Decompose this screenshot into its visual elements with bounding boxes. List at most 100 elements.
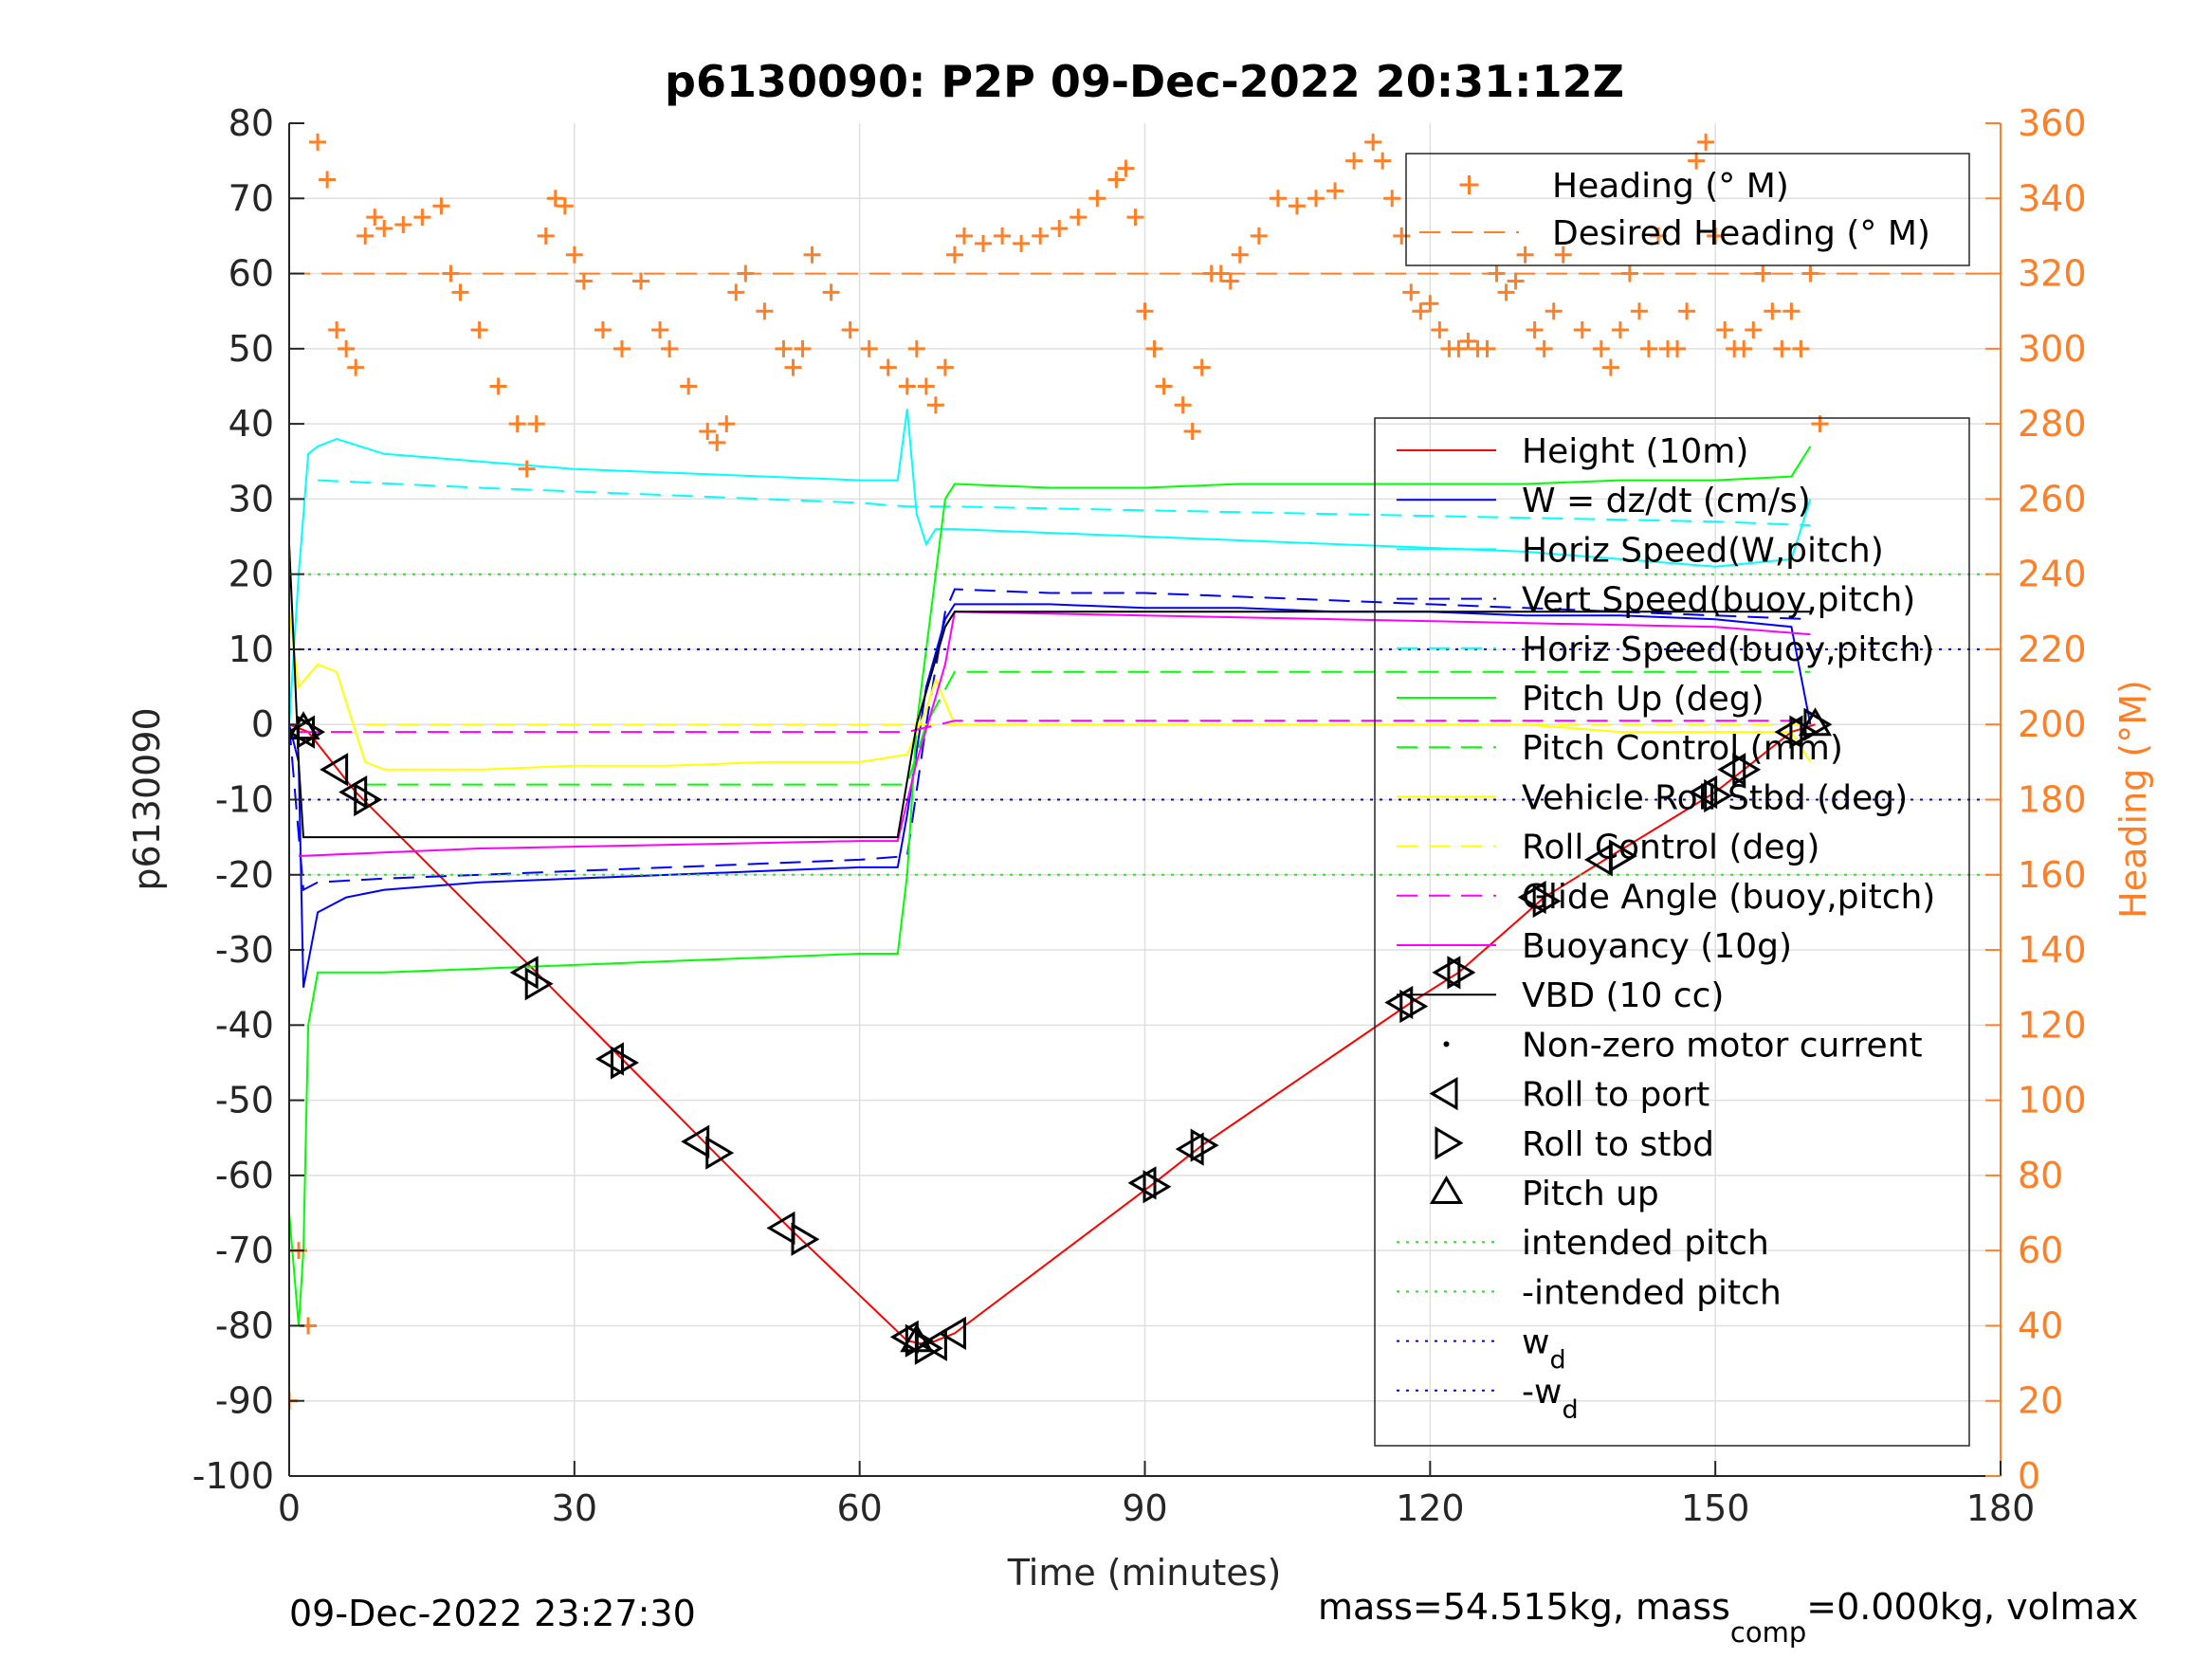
heading-point [784,358,802,376]
heading-point [945,246,963,264]
y-tick-label: -90 [215,1380,274,1422]
y2-tick-label: 160 [2018,854,2087,896]
y-tick-label: -80 [215,1304,274,1346]
legend-label: Roll Control (deg) [1522,829,1819,867]
heading-point [1288,197,1306,215]
heading-point [1450,339,1468,357]
series-2-line [289,409,1812,725]
legend-label: Buoyancy (10g) [1522,927,1792,966]
heading-point [1526,321,1544,339]
heading-point [794,339,812,357]
legend-label: Horiz Speed(W,pitch) [1522,531,1884,570]
y2-tick-label: 300 [2018,328,2087,370]
legend-label: Heading (° M) [1552,167,1789,206]
heading-point [1326,182,1344,200]
heading-point [575,272,593,290]
roll-to-stbd-marker [1190,1128,1219,1162]
roll-to-stbd-marker [524,967,554,1001]
heading-point [1088,190,1106,208]
legend-label: Pitch Up (deg) [1522,680,1764,719]
heading-point [1611,321,1629,339]
data-layer [289,133,2001,1410]
legend-label: Height (10m) [1522,432,1748,471]
heading-point [1374,152,1392,170]
legend-swatch [1443,1041,1450,1048]
heading-point [661,339,679,357]
legend-swatch [1429,1076,1458,1111]
heading-point [994,227,1012,245]
roll-to-port-marker [320,753,349,787]
y-tick-label: 10 [229,629,274,670]
y-tick-label: 60 [229,253,274,295]
series-7-line [289,611,1812,771]
legend-label: VBD (10 cc) [1522,976,1724,1015]
roll-to-port-marker [1517,880,1546,915]
heading-point [1193,358,1211,376]
legend-label: Vert Speed(buoy,pitch) [1522,581,1915,620]
series-6-line [365,670,1811,786]
heading-point [1678,302,1696,320]
heading-point [898,377,916,395]
heading-point [527,415,545,433]
heading-point [917,377,935,395]
heading-point [612,339,631,357]
y2-tick-label: 200 [2018,703,2087,745]
x-axis-label: Time (minutes) [1007,1552,1282,1594]
heading-point [518,460,536,478]
series-9-line [299,720,1811,734]
y2-tick-label: 40 [2018,1304,2063,1346]
legend-label: W = dz/dt (cm/s) [1522,482,1811,520]
x-tick-label: 90 [1122,1487,1167,1529]
legend-label: Pitch Control (mm) [1522,729,1843,768]
series-5-line [289,446,1812,1326]
y-tick-label: 40 [229,403,274,445]
heading-point [546,190,564,208]
roll-to-stbd-marker [1732,753,1762,787]
roll-to-port-marker [937,1316,966,1350]
heading-point [413,209,431,227]
heading-point [1773,339,1791,357]
heading-point [1013,234,1031,252]
heading-point [1383,190,1401,208]
x-tick-label: 120 [1396,1487,1465,1529]
x-tick-label: 30 [552,1487,597,1529]
series-0-line [289,723,1816,1346]
y-tick-label: -70 [215,1230,274,1271]
legend-label: -wd [1522,1373,1579,1425]
legend-heading: Heading (° M) Desired Heading (° M) [1405,153,1970,266]
heading-point [1573,321,1591,339]
heading-point [1792,339,1810,357]
heading-point [1630,302,1648,320]
y2-tick-label: 180 [2018,779,2087,821]
heading-point [1412,302,1430,320]
heading-point [632,272,650,290]
heading-point [565,246,583,264]
y2-axis-label: Heading (°M) [2112,680,2154,919]
legend-swatch [1459,175,1479,194]
series-3-line [289,588,1811,892]
x-tick-label: 60 [836,1487,882,1529]
heading-point [756,302,774,320]
roll-to-port-marker [1127,1166,1157,1200]
heading-point [1174,396,1192,414]
heading-point [338,339,356,357]
heading-point [347,358,365,376]
roll-to-port-marker [594,1042,624,1076]
y-tick-label: 80 [229,102,274,144]
roll-to-port-marker [1689,775,1718,810]
y-tick-label: 30 [229,478,274,520]
heading-point [1155,377,1173,395]
heading-point [394,216,412,234]
y-tick-label: -20 [215,854,274,896]
heading-point [1421,295,1439,313]
heading-point [699,423,717,441]
y-tick-label: 20 [229,554,274,595]
roll-to-port-marker [1175,1132,1204,1166]
heading-point [1431,321,1449,339]
legend-label: -intended pitch [1522,1273,1782,1312]
x-tick-label: 180 [1966,1487,2036,1529]
y-axis-label: p6130090 [126,707,168,890]
legend-label: Pitch up [1522,1175,1659,1213]
legend-label: Desired Heading (° M) [1552,214,1930,253]
